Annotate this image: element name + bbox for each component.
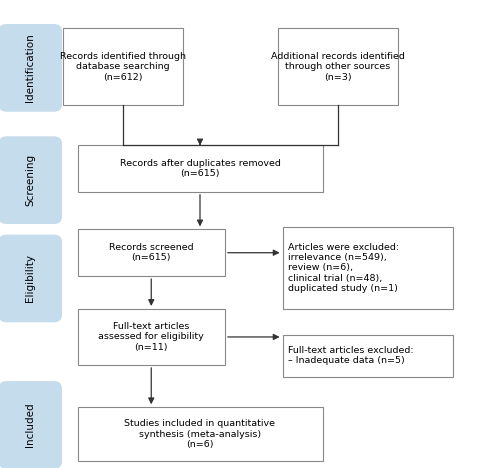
Text: Additional records identified
through other sources
(n=3): Additional records identified through ot… <box>270 52 404 81</box>
FancyBboxPatch shape <box>78 229 225 276</box>
Text: Full-text articles
assessed for eligibility
(n=11): Full-text articles assessed for eligibil… <box>98 322 204 352</box>
Text: Included: Included <box>25 402 35 447</box>
Text: Full-text articles excluded:
– Inadequate data (n=5): Full-text articles excluded: – Inadequat… <box>288 346 414 366</box>
Text: Articles were excluded:
irrelevance (n=549),
review (n=6),
clinical trial (n=48): Articles were excluded: irrelevance (n=5… <box>288 242 400 293</box>
Text: Screening: Screening <box>25 154 35 206</box>
Text: Records after duplicates removed
(n=615): Records after duplicates removed (n=615) <box>120 159 280 178</box>
FancyBboxPatch shape <box>282 227 452 309</box>
FancyBboxPatch shape <box>0 235 62 322</box>
FancyBboxPatch shape <box>0 382 62 468</box>
FancyBboxPatch shape <box>282 335 452 377</box>
FancyBboxPatch shape <box>62 28 182 105</box>
FancyBboxPatch shape <box>0 137 62 224</box>
Text: Records screened
(n=615): Records screened (n=615) <box>109 243 194 263</box>
Text: Identification: Identification <box>25 34 35 102</box>
Text: Records identified through
database searching
(n=612): Records identified through database sear… <box>60 52 186 81</box>
Text: Studies included in quantitative
synthesis (meta-analysis)
(n=6): Studies included in quantitative synthes… <box>124 419 276 449</box>
FancyBboxPatch shape <box>0 24 62 111</box>
Text: Eligibility: Eligibility <box>25 255 35 302</box>
FancyBboxPatch shape <box>78 145 322 192</box>
FancyBboxPatch shape <box>78 309 225 365</box>
FancyBboxPatch shape <box>278 28 398 105</box>
FancyBboxPatch shape <box>78 407 322 461</box>
